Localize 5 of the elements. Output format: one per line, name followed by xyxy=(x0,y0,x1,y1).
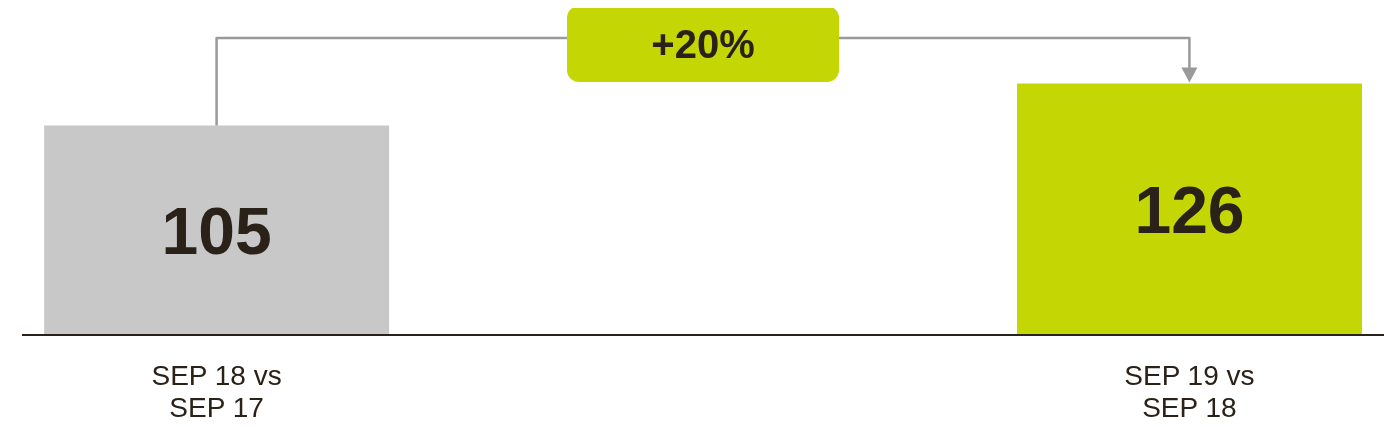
x-tick-label: SEP 18 vs SEP 17 xyxy=(151,360,282,423)
text: +20% xyxy=(651,22,755,66)
data-label: 105 xyxy=(161,193,272,268)
data-label: 126 xyxy=(1134,172,1245,247)
x-tick-label: SEP 19 vs SEP 18 xyxy=(1124,360,1255,423)
